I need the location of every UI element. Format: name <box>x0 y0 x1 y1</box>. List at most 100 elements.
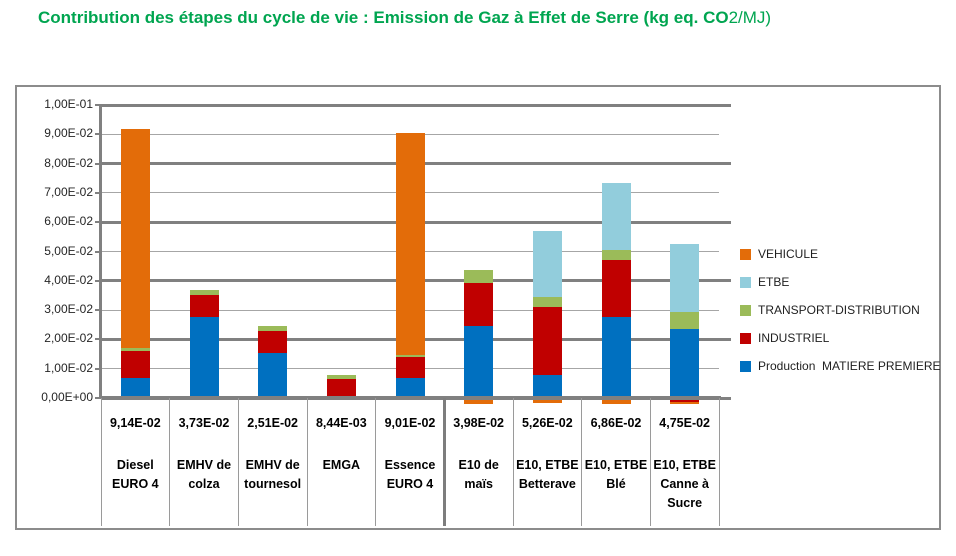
bar-segment-production-matiere-premiere <box>670 329 700 398</box>
total-label: 3,98E-02 <box>453 416 505 430</box>
y-axis-tick <box>95 133 101 136</box>
column-separator <box>649 398 651 526</box>
legend-label: Production MATIERE PREMIERE <box>758 359 941 373</box>
legend-item: TRANSPORT-DISTRIBUTION <box>740 303 941 317</box>
bar-segment-industriel <box>120 350 150 379</box>
y-axis-tick <box>95 250 101 253</box>
category-label: Diesel EURO 4 <box>112 458 159 491</box>
column-separator <box>306 398 308 526</box>
y-axis-tick <box>95 162 101 165</box>
bar-segment-transport-distribution <box>258 326 288 332</box>
bar-segment-transport-distribution <box>120 348 150 351</box>
category-label: E10, ETBE Blé <box>584 458 648 491</box>
legend-item: VEHICULE <box>740 247 941 261</box>
category-label: E10, ETBE Betterave <box>516 458 579 491</box>
bar-segment-transport-distribution <box>464 270 494 283</box>
y-axis-label: 4,00E-02 <box>44 272 93 287</box>
bar-segment-vehicule <box>464 400 494 404</box>
bar-segment-industriel <box>189 294 219 317</box>
total-label: 5,26E-02 <box>521 416 573 430</box>
column-separator <box>169 398 171 526</box>
bar-segment-production-matiere-premiere <box>258 353 288 398</box>
bar-segment-transport-distribution <box>532 297 562 308</box>
column-separator <box>442 398 446 526</box>
chart-title-unit: 2/MJ) <box>728 8 772 27</box>
gridline <box>101 103 719 107</box>
category-label: EMHV de tournesol <box>244 458 302 491</box>
column-separator <box>718 398 720 526</box>
y-axis-label: 5,00E-02 <box>44 243 93 258</box>
bar-segment-production-matiere-premiere <box>395 378 425 398</box>
total-label: 9,01E-02 <box>384 416 436 430</box>
y-axis-tick <box>95 191 101 194</box>
bar-segment-industriel <box>601 260 631 318</box>
bar-segment-transport-distribution <box>601 249 631 261</box>
bar-segment-transport-distribution <box>670 311 700 330</box>
y-gridline-stub <box>719 396 731 400</box>
y-axis-tick <box>95 221 101 224</box>
y-axis-label: 2,00E-02 <box>44 331 93 346</box>
bar-segment-production-matiere-premiere <box>601 317 631 398</box>
y-axis-tick <box>95 279 101 282</box>
column-separator <box>375 398 377 526</box>
bar-segment-industriel <box>258 331 288 354</box>
legend-label: TRANSPORT-DISTRIBUTION <box>758 303 920 317</box>
x-axis-line <box>99 396 721 399</box>
bar-segment-vehicule <box>670 402 700 404</box>
category-label: E10 de maïs <box>458 458 499 491</box>
legend-swatch-etbe <box>740 276 751 288</box>
legend-label: VEHICULE <box>758 247 819 261</box>
x-axis-table: 9,14E-02 3,73E-02 2,51E-02 8,44E-03 9,01E-02… <box>100 398 720 526</box>
bar-segment-production-matiere-premiere <box>464 325 494 398</box>
y-axis-label: 6,00E-02 <box>44 214 93 229</box>
category-label: EMGA <box>322 458 361 472</box>
y-axis-label: 3,00E-02 <box>44 302 93 317</box>
total-label: 4,75E-02 <box>659 416 711 430</box>
total-label: 3,73E-02 <box>178 416 230 430</box>
column-separator <box>100 398 102 526</box>
total-label: 9,14E-02 <box>109 416 161 430</box>
bar-segment-etbe <box>532 231 562 298</box>
y-axis-label: 7,00E-02 <box>44 184 93 199</box>
legend-item: INDUSTRIEL <box>740 331 941 345</box>
chart-title: Contribution des étapes du cycle de vie … <box>38 8 771 28</box>
y-gridline-stub <box>719 220 731 224</box>
y-axis-tick <box>95 338 101 341</box>
bar-segment-etbe <box>601 182 631 250</box>
y-gridline-stub <box>719 103 731 107</box>
bar-segment-production-matiere-premiere <box>120 378 150 398</box>
bar-segment-transport-distribution <box>395 354 425 357</box>
y-axis-label: 9,00E-02 <box>44 126 93 141</box>
bar-segment-industriel <box>464 282 494 326</box>
bar-segment-transport-distribution <box>189 289 219 295</box>
total-label: 6,86E-02 <box>590 416 642 430</box>
bar-segment-etbe <box>670 243 700 312</box>
bar-segment-industriel <box>326 378 356 398</box>
y-axis-tick <box>95 104 101 106</box>
y-axis-label: 8,00E-02 <box>44 155 93 170</box>
legend-label: INDUSTRIEL <box>758 331 830 345</box>
y-axis-tick <box>95 367 101 370</box>
bar-segment-industriel <box>395 356 425 379</box>
y-gridline-stub <box>719 162 731 166</box>
column-separator <box>581 398 583 526</box>
y-gridline-stub <box>719 279 731 283</box>
total-label: 8,44E-03 <box>315 416 367 430</box>
bar-segment-industriel <box>670 400 700 403</box>
legend: VEHICULE ETBE TRANSPORT-DISTRIBUTION INDUST… <box>740 247 941 388</box>
y-axis-tick <box>95 397 101 399</box>
plot-area <box>95 103 731 404</box>
bar-segment-transport-distribution <box>326 375 356 379</box>
bar-segment-production-matiere-premiere <box>532 375 562 398</box>
bar-segment-industriel <box>532 307 562 376</box>
bar-segment-vehicule <box>601 400 631 404</box>
y-gridline-stub <box>719 337 731 341</box>
y-axis-label: 1,00E-02 <box>44 360 93 375</box>
bar-segment-vehicule <box>120 128 150 349</box>
bar-segment-vehicule <box>395 132 425 355</box>
y-axis-tick <box>95 309 101 312</box>
bar-segment-vehicule <box>532 400 562 403</box>
legend-label: ETBE <box>758 275 790 289</box>
bar-segment-production-matiere-premiere <box>189 316 219 398</box>
legend-item: Production MATIERE PREMIERE <box>740 359 941 373</box>
